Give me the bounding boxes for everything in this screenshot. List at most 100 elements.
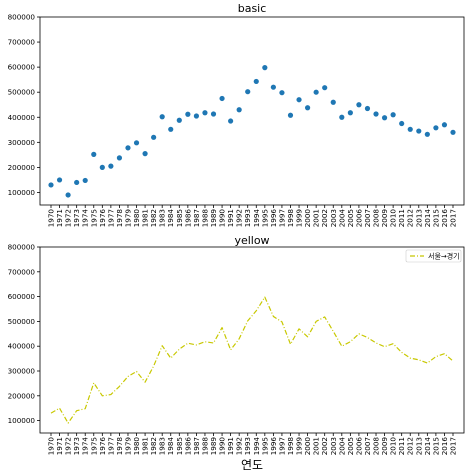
x-tick-label: 1998 <box>286 437 295 456</box>
x-tick-label: 1979 <box>123 209 132 228</box>
x-tick-label: 1973 <box>72 209 81 227</box>
y-tick-label: 700000 <box>8 267 36 276</box>
data-point <box>108 163 114 169</box>
x-tick-label: 1982 <box>149 209 158 227</box>
data-points <box>48 65 456 198</box>
x-tick-label: 2007 <box>363 209 372 227</box>
data-point <box>339 114 345 120</box>
data-point <box>133 140 140 146</box>
data-point <box>228 118 234 124</box>
x-tick-label: 1981 <box>141 437 150 455</box>
x-tick-label: 1971 <box>55 209 64 227</box>
x-tick-label: 1992 <box>235 209 244 227</box>
data-point <box>287 112 294 118</box>
data-point <box>416 128 422 134</box>
data-point <box>56 177 63 183</box>
data-point <box>356 102 362 108</box>
data-point <box>168 126 174 132</box>
data-point <box>364 105 371 112</box>
legend-box <box>405 249 462 263</box>
plot-frame <box>39 246 465 434</box>
x-tick-label: 1974 <box>81 209 90 228</box>
x-tick-label: 2006 <box>354 437 363 456</box>
x-tick-label: 2011 <box>397 209 406 227</box>
x-tick-label: 1975 <box>89 437 98 455</box>
data-point <box>99 164 105 170</box>
data-point <box>407 126 413 132</box>
data-point <box>330 99 336 105</box>
data-point <box>441 122 448 128</box>
x-tick-label: 1994 <box>252 209 261 228</box>
x-ticks: 1970 1971 1972 1973 1974 1975 1976 1977 1978 1979… <box>47 433 458 455</box>
data-point <box>347 110 353 116</box>
data-line <box>50 296 454 424</box>
x-tick-label: 2014 <box>423 437 432 456</box>
x-tick-label: 2016 <box>440 209 449 228</box>
y-tick-label: 700000 <box>8 38 36 47</box>
x-tick-label: 1997 <box>277 437 286 455</box>
x-ticks: 1970 1971 1972 1973 1974 1975 1976 1977 1978 1979… <box>47 205 458 227</box>
x-tick-label: 2016 <box>440 437 449 456</box>
y-tick-label: 100000 <box>8 416 36 425</box>
x-tick-label: 2004 <box>337 437 346 456</box>
x-tick-label: 2015 <box>431 437 440 455</box>
x-tick-label: 2008 <box>372 209 381 228</box>
x-tick-label: 2004 <box>337 209 346 228</box>
data-point <box>279 90 285 96</box>
x-tick-label: 2001 <box>312 437 321 455</box>
y-tick-label: 400000 <box>8 342 36 351</box>
x-tick-label: 1978 <box>115 437 124 456</box>
series-line <box>50 296 454 424</box>
x-tick-label: 1993 <box>243 209 252 227</box>
data-point <box>390 112 396 118</box>
x-tick-label: 2014 <box>423 209 432 228</box>
data-point <box>176 117 182 123</box>
y-tick-label: 600000 <box>8 292 36 301</box>
data-point <box>142 151 148 157</box>
x-tick-label: 1996 <box>269 209 278 228</box>
x-tick-label: 1979 <box>123 437 132 456</box>
y-tick-label: 200000 <box>8 391 36 400</box>
x-tick-label: 1990 <box>218 209 227 228</box>
data-point <box>193 113 200 119</box>
chart-title: yellow <box>234 234 269 247</box>
data-point <box>304 105 311 111</box>
data-point <box>151 134 157 140</box>
x-tick-label: 1996 <box>269 437 278 456</box>
y-tick-label: 800000 <box>8 243 36 252</box>
y-tick-label: 800000 <box>8 13 36 22</box>
data-point <box>450 129 456 135</box>
x-tick-label: 2011 <box>397 437 406 455</box>
x-tick-label: 1974 <box>81 437 90 456</box>
x-tick-label: 1989 <box>209 209 218 228</box>
plot-frame <box>39 16 465 206</box>
legend-label: 서울→경기 <box>428 252 460 261</box>
data-point <box>313 89 319 95</box>
x-tick-label: 2006 <box>354 209 363 228</box>
x-tick-label: 1993 <box>243 437 252 455</box>
data-point <box>74 179 80 186</box>
x-tick-label: 1975 <box>89 209 98 227</box>
x-tick-label: 2010 <box>389 209 398 228</box>
x-tick-label: 1998 <box>286 209 295 228</box>
y-tick-label: 200000 <box>8 163 36 172</box>
x-tick-label: 2010 <box>389 437 398 456</box>
data-point <box>202 110 208 116</box>
x-tick-label: 1988 <box>200 437 209 456</box>
x-tick-label: 1995 <box>260 437 269 455</box>
x-tick-label: 1970 <box>47 209 56 228</box>
data-point <box>424 131 430 137</box>
x-tick-label: 2007 <box>363 437 372 455</box>
x-tick-label: 1987 <box>192 437 201 455</box>
x-tick-label: 1989 <box>209 437 218 456</box>
x-tick-label: 1972 <box>64 437 73 455</box>
data-point <box>185 111 191 117</box>
y-tick-label: 100000 <box>8 188 36 197</box>
x-tick-label: 1985 <box>175 209 184 227</box>
data-point <box>381 115 388 121</box>
x-tick-label: 2017 <box>449 437 458 455</box>
x-tick-label: 1976 <box>98 209 107 228</box>
x-tick-label: 1977 <box>106 209 115 227</box>
x-tick-label: 2001 <box>312 209 321 227</box>
x-tick-label: 2015 <box>431 209 440 227</box>
